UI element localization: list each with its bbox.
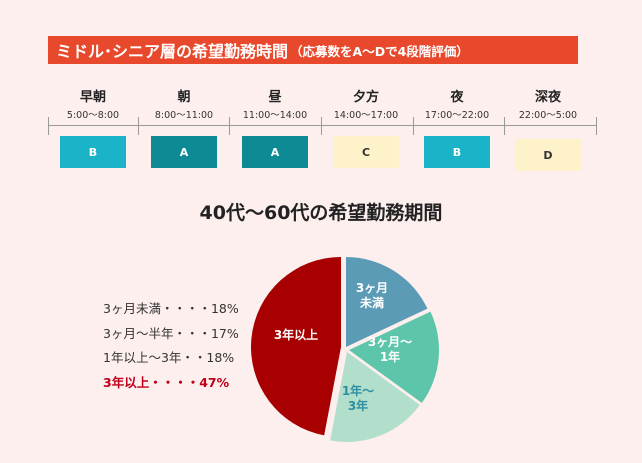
slot-time: 14:00～17:00 bbox=[333, 110, 399, 121]
pie-chart: 3ヶ月未満 3ヶ月～ 1年 1年～ 3年 3年以上 bbox=[251, 257, 439, 442]
chart-title: 40代～60代の希望勤務期間 bbox=[199, 202, 443, 224]
slot-time: 5:00～8:00 bbox=[66, 110, 120, 121]
legend-item: 3ヶ月未満・・・・18% bbox=[103, 301, 239, 316]
pie-slice-label-line: 3年 bbox=[348, 398, 368, 413]
slot-rating-badge: B bbox=[60, 136, 126, 168]
pie-legend: 3ヶ月未満・・・・18% 3ヶ月～半年・・・17% 1年以上～3年・・18% 3年以上… bbox=[103, 300, 239, 398]
title-banner: ミドル･シニア層の希望勤務時間 （応募数をA～Dで4段階評価） bbox=[48, 36, 578, 64]
legend-item: 3年以上・・・・47% bbox=[103, 374, 230, 390]
slot-rating-badge: A bbox=[151, 136, 217, 168]
pie-slice-label: 3年以上 bbox=[274, 327, 318, 342]
legend-item: 3ヶ月～半年・・・17% bbox=[103, 325, 239, 341]
timeline-axis-line bbox=[48, 125, 596, 126]
pie-slice-label: 3ヶ月未満 bbox=[356, 281, 388, 310]
pie-slice-label-line: 1年～ bbox=[342, 383, 374, 398]
pie-slice bbox=[251, 257, 341, 436]
slot-name: 夕方 bbox=[352, 90, 379, 105]
timeline-tick bbox=[413, 117, 414, 135]
pie-slice bbox=[349, 311, 439, 403]
pie-slice-label: 1年～ 3年 bbox=[342, 383, 374, 413]
banner-subtitle: （応募数をA～Dで4段階評価） bbox=[290, 43, 469, 59]
slot-name: 深夜 bbox=[534, 90, 561, 105]
slot-time: 17:00～22:00 bbox=[424, 110, 490, 121]
pie-slice-label-line: 未満 bbox=[359, 295, 384, 310]
pie-slice-label-line: 3ヶ月～ bbox=[368, 335, 412, 349]
pie-slice-label-line: 3年以上 bbox=[274, 327, 318, 342]
pie-slice-label: 3ヶ月～ 1年 bbox=[368, 335, 412, 364]
timeline-tick bbox=[504, 117, 505, 135]
banner-title: ミドル･シニア層の希望勤務時間 bbox=[56, 42, 289, 61]
pie-slice-label-line: 3ヶ月 bbox=[356, 281, 388, 295]
slot-rating-badge: C bbox=[333, 136, 399, 168]
slot-name: 朝 bbox=[177, 90, 191, 105]
slot-name: 早朝 bbox=[79, 90, 106, 105]
timeline-tick bbox=[229, 117, 230, 135]
timeline-tick bbox=[138, 117, 139, 135]
slot-rating-badge: D bbox=[515, 139, 581, 171]
timeline-tick bbox=[321, 117, 322, 135]
pie-slice bbox=[330, 352, 420, 442]
pie-slice-label-line: 1年 bbox=[380, 349, 400, 364]
pie-slice bbox=[346, 257, 428, 347]
slot-time: 8:00～11:00 bbox=[154, 110, 214, 121]
slot-rating-badge: A bbox=[242, 136, 308, 168]
slot-time: 11:00～14:00 bbox=[242, 110, 308, 121]
legend-item: 1年以上～3年・・18% bbox=[103, 350, 235, 365]
timeline-tick bbox=[48, 117, 49, 135]
slot-time: 22:00～5:00 bbox=[518, 110, 578, 121]
slot-rating-badge: B bbox=[424, 136, 490, 168]
timeline-tick bbox=[596, 117, 597, 135]
slot-name: 昼 bbox=[268, 90, 282, 105]
slot-name: 夜 bbox=[450, 90, 464, 105]
